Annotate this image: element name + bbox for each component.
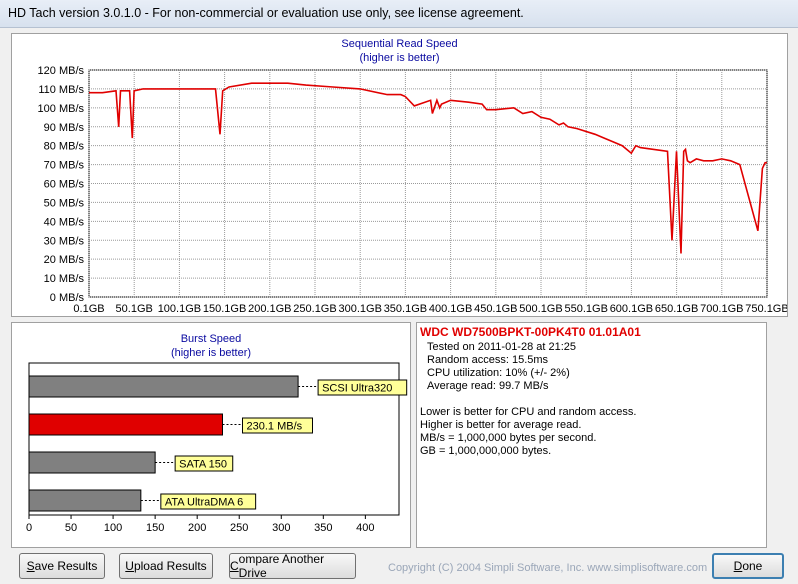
sequential-read-chart: 0 MB/s 10 MB/s 20 MB/s 30 MB/s 40 MB/s 50 MB/…: [38, 65, 787, 315]
sequential-read-line: [89, 82, 767, 254]
done-accel: D: [733, 559, 743, 573]
burst-x-tick-label: 200: [188, 522, 206, 534]
sequential-chart-title: Sequential Read Speed: [341, 38, 458, 50]
y-tick-label: 30 MB/s: [44, 235, 85, 247]
burst-x-tick-label: 400: [356, 522, 374, 534]
title-bar: HD Tach version 3.0.1.0 - For non-commer…: [0, 0, 798, 28]
burst-x-tick-label: 50: [65, 522, 77, 534]
sequential-chart-subtitle: (higher is better): [359, 52, 440, 64]
y-tick-label: 40 MB/s: [44, 216, 85, 228]
burst-bar: [28, 451, 156, 474]
note-read: Higher is better for average read.: [420, 419, 582, 431]
burst-x-tick-label: 100: [104, 522, 122, 534]
note-cpu: Lower is better for CPU and random acces…: [420, 406, 637, 418]
x-tick-label: 250.1GB: [293, 303, 336, 315]
y-tick-label: 120 MB/s: [38, 65, 85, 77]
window-title: HD Tach version 3.0.1.0 - For non-commer…: [8, 6, 524, 20]
drive-name: WDC WD7500BPKT-00PK4T0 01.01A01: [420, 325, 641, 339]
random-access: Random access: 15.5ms: [427, 354, 549, 366]
note-mbs: MB/s = 1,000,000 bytes per second.: [420, 432, 597, 444]
burst-bar-label: ATA UltraDMA 6: [165, 497, 243, 509]
y-tick-label: 20 MB/s: [44, 254, 85, 266]
upload-accel: U: [125, 559, 134, 573]
burst-label-box: [317, 379, 408, 396]
burst-chart-subtitle: (higher is better): [170, 347, 252, 359]
y-tick-label: 10 MB/s: [44, 273, 85, 285]
burst-label-box: [241, 417, 313, 434]
burst-label-box: [174, 455, 234, 472]
x-tick-label: 100.1GB: [158, 303, 201, 315]
compare-label: ompare Another Drive: [238, 552, 325, 580]
y-tick-label: 90 MB/s: [44, 122, 85, 134]
save-accel: S: [26, 559, 35, 573]
burst-label-box: [160, 493, 257, 510]
y-tick-label: 110 MB/s: [38, 84, 84, 96]
x-tick-label: 600.1GB: [610, 303, 653, 315]
burst-bar-label: SCSI Ultra320: [322, 383, 392, 395]
burst-bar: [28, 375, 299, 398]
copyright-text: Copyright (C) 2004 Simpli Software, Inc.…: [388, 562, 708, 574]
x-tick-label: 500.1GB: [519, 303, 562, 315]
burst-x-tick-label: 250: [230, 522, 248, 534]
sequential-read-panel: Sequential Read Speed (higher is better)…: [11, 33, 788, 317]
tested-date: Tested on 2011-01-28 at 21:25: [427, 341, 577, 353]
burst-x-tick-label: 0: [26, 522, 32, 534]
y-tick-label: 60 MB/s: [44, 179, 85, 191]
burst-speed-panel: Burst Speed (higher is better) 0 50 100 150…: [11, 322, 411, 548]
burst-x-tick-label: 350: [314, 522, 332, 534]
x-tick-label: 350.1GB: [384, 303, 427, 315]
burst-bar-label: SATA 150: [179, 459, 227, 471]
burst-bar: [28, 413, 223, 436]
burst-bar-label: 230.1 MB/s: [246, 421, 302, 433]
x-tick-label: 150.1GB: [203, 303, 246, 315]
average-read: Average read: 99.7 MB/s: [427, 380, 549, 392]
y-tick-label: 50 MB/s: [44, 197, 85, 209]
y-tick-label: 80 MB/s: [44, 141, 85, 153]
upload-label: pload Results: [133, 559, 207, 573]
compare-accel: C: [230, 559, 239, 573]
y-tick-label: 100 MB/s: [38, 103, 85, 115]
x-tick-label: 650.1GB: [655, 303, 698, 315]
x-tick-label: 400.1GB: [429, 303, 472, 315]
burst-chart-title: Burst Speed: [180, 333, 242, 345]
done-label: one: [742, 559, 763, 573]
save-label: ave Results: [34, 559, 98, 573]
x-tick-label: 50.1GB: [116, 303, 153, 315]
x-tick-label: 700.1GB: [700, 303, 743, 315]
burst-x-tick-label: 150: [146, 522, 164, 534]
x-tick-label: 550.1GB: [564, 303, 607, 315]
x-tick-label: 450.1GB: [474, 303, 517, 315]
results-info-panel: WDC WD7500BPKT-00PK4T0 01.01A01 Tested o…: [416, 322, 767, 548]
burst-bar: [28, 489, 142, 512]
burst-speed-chart: 0 50 100 150 200 250 300 350 400 SCSI Ultra320 230…: [26, 362, 408, 534]
y-tick-label: 0 MB/s: [50, 292, 85, 304]
x-tick-label: 300.1GB: [338, 303, 381, 315]
cpu-utilization: CPU utilization: 10% (+/- 2%): [427, 367, 570, 379]
burst-x-tick-label: 300: [272, 522, 290, 534]
x-tick-label: 750.1GB: [745, 303, 787, 315]
note-gb: GB = 1,000,000,000 bytes.: [420, 445, 552, 457]
y-tick-label: 70 MB/s: [44, 160, 85, 172]
x-tick-label: 0.1GB: [73, 303, 104, 315]
x-tick-label: 200.1GB: [248, 303, 291, 315]
